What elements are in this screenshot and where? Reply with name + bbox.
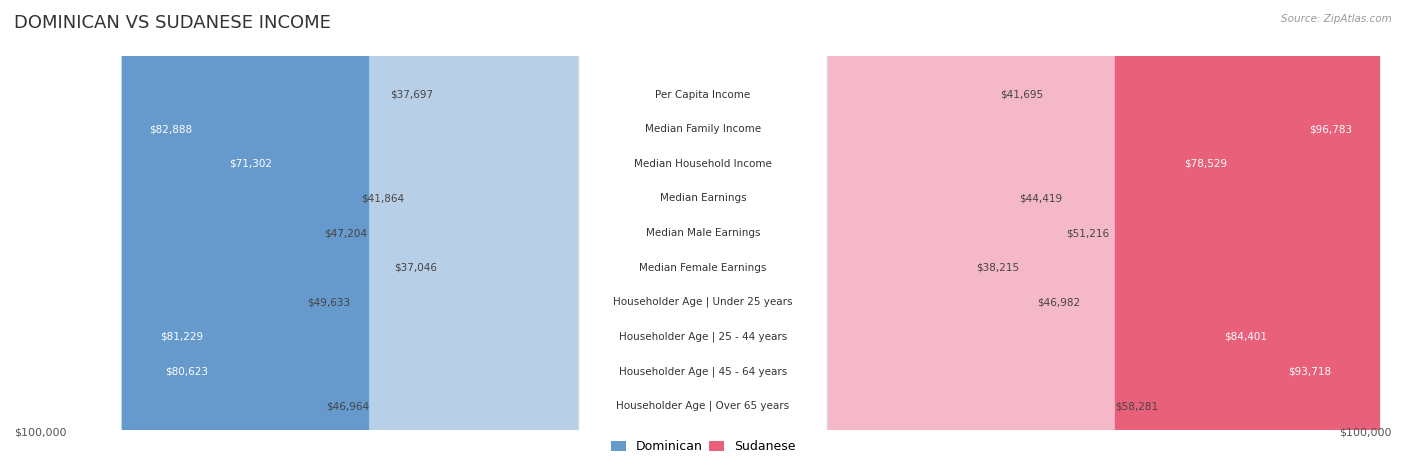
FancyBboxPatch shape	[579, 0, 827, 467]
Text: $41,864: $41,864	[361, 193, 405, 204]
FancyBboxPatch shape	[693, 0, 1295, 467]
FancyBboxPatch shape	[367, 0, 713, 467]
Text: $81,229: $81,229	[160, 332, 204, 342]
FancyBboxPatch shape	[433, 0, 713, 467]
Text: Median Household Income: Median Household Income	[634, 159, 772, 169]
FancyBboxPatch shape	[437, 0, 713, 467]
Text: Householder Age | 45 - 64 years: Householder Age | 45 - 64 years	[619, 366, 787, 377]
FancyBboxPatch shape	[693, 0, 1254, 467]
FancyBboxPatch shape	[7, 0, 1399, 467]
Text: $37,697: $37,697	[389, 90, 433, 99]
Text: $80,623: $80,623	[165, 367, 208, 376]
FancyBboxPatch shape	[693, 0, 1381, 467]
Text: Householder Age | 25 - 44 years: Householder Age | 25 - 44 years	[619, 332, 787, 342]
Text: $44,419: $44,419	[1019, 193, 1063, 204]
Text: Householder Age | Over 65 years: Householder Age | Over 65 years	[616, 401, 790, 411]
FancyBboxPatch shape	[579, 0, 827, 467]
Text: $71,302: $71,302	[229, 159, 271, 169]
Text: $84,401: $84,401	[1225, 332, 1267, 342]
Legend: Dominican, Sudanese: Dominican, Sudanese	[610, 440, 796, 453]
FancyBboxPatch shape	[579, 0, 827, 467]
FancyBboxPatch shape	[579, 0, 827, 467]
Text: $96,783: $96,783	[1309, 124, 1353, 134]
Text: $38,215: $38,215	[977, 262, 1019, 273]
FancyBboxPatch shape	[7, 0, 1399, 467]
Text: $41,695: $41,695	[1001, 90, 1043, 99]
FancyBboxPatch shape	[7, 0, 1399, 467]
Text: Median Male Earnings: Median Male Earnings	[645, 228, 761, 238]
FancyBboxPatch shape	[121, 0, 713, 467]
FancyBboxPatch shape	[138, 0, 713, 467]
Text: $37,046: $37,046	[395, 262, 437, 273]
FancyBboxPatch shape	[693, 0, 977, 467]
FancyBboxPatch shape	[579, 0, 827, 467]
FancyBboxPatch shape	[693, 0, 1019, 467]
FancyBboxPatch shape	[405, 0, 713, 467]
FancyBboxPatch shape	[579, 0, 827, 467]
Text: $100,000: $100,000	[14, 428, 66, 438]
FancyBboxPatch shape	[370, 0, 713, 467]
FancyBboxPatch shape	[579, 0, 827, 467]
FancyBboxPatch shape	[7, 0, 1399, 467]
Text: $82,888: $82,888	[149, 124, 193, 134]
FancyBboxPatch shape	[693, 0, 1001, 467]
FancyBboxPatch shape	[134, 0, 713, 467]
Text: Source: ZipAtlas.com: Source: ZipAtlas.com	[1281, 14, 1392, 24]
Text: $46,982: $46,982	[1038, 297, 1080, 307]
Text: $78,529: $78,529	[1184, 159, 1227, 169]
FancyBboxPatch shape	[7, 0, 1399, 467]
Text: $47,204: $47,204	[325, 228, 367, 238]
Text: Householder Age | Under 25 years: Householder Age | Under 25 years	[613, 297, 793, 307]
Text: $51,216: $51,216	[1066, 228, 1109, 238]
Text: Median Earnings: Median Earnings	[659, 193, 747, 204]
FancyBboxPatch shape	[693, 0, 1066, 467]
FancyBboxPatch shape	[579, 0, 827, 467]
Text: Median Family Income: Median Family Income	[645, 124, 761, 134]
FancyBboxPatch shape	[693, 0, 1115, 467]
FancyBboxPatch shape	[7, 0, 1399, 467]
FancyBboxPatch shape	[7, 0, 1399, 467]
Text: Median Female Earnings: Median Female Earnings	[640, 262, 766, 273]
FancyBboxPatch shape	[201, 0, 713, 467]
Text: $100,000: $100,000	[1340, 428, 1392, 438]
Text: DOMINICAN VS SUDANESE INCOME: DOMINICAN VS SUDANESE INCOME	[14, 14, 330, 32]
Text: $46,964: $46,964	[326, 401, 370, 411]
Text: $93,718: $93,718	[1288, 367, 1331, 376]
FancyBboxPatch shape	[579, 0, 827, 467]
FancyBboxPatch shape	[7, 0, 1399, 467]
FancyBboxPatch shape	[7, 0, 1399, 467]
FancyBboxPatch shape	[579, 0, 827, 467]
FancyBboxPatch shape	[7, 0, 1399, 467]
FancyBboxPatch shape	[693, 0, 1360, 467]
FancyBboxPatch shape	[350, 0, 713, 467]
Text: $49,633: $49,633	[308, 297, 350, 307]
Text: $58,281: $58,281	[1115, 401, 1159, 411]
FancyBboxPatch shape	[693, 0, 1038, 467]
Text: Per Capita Income: Per Capita Income	[655, 90, 751, 99]
